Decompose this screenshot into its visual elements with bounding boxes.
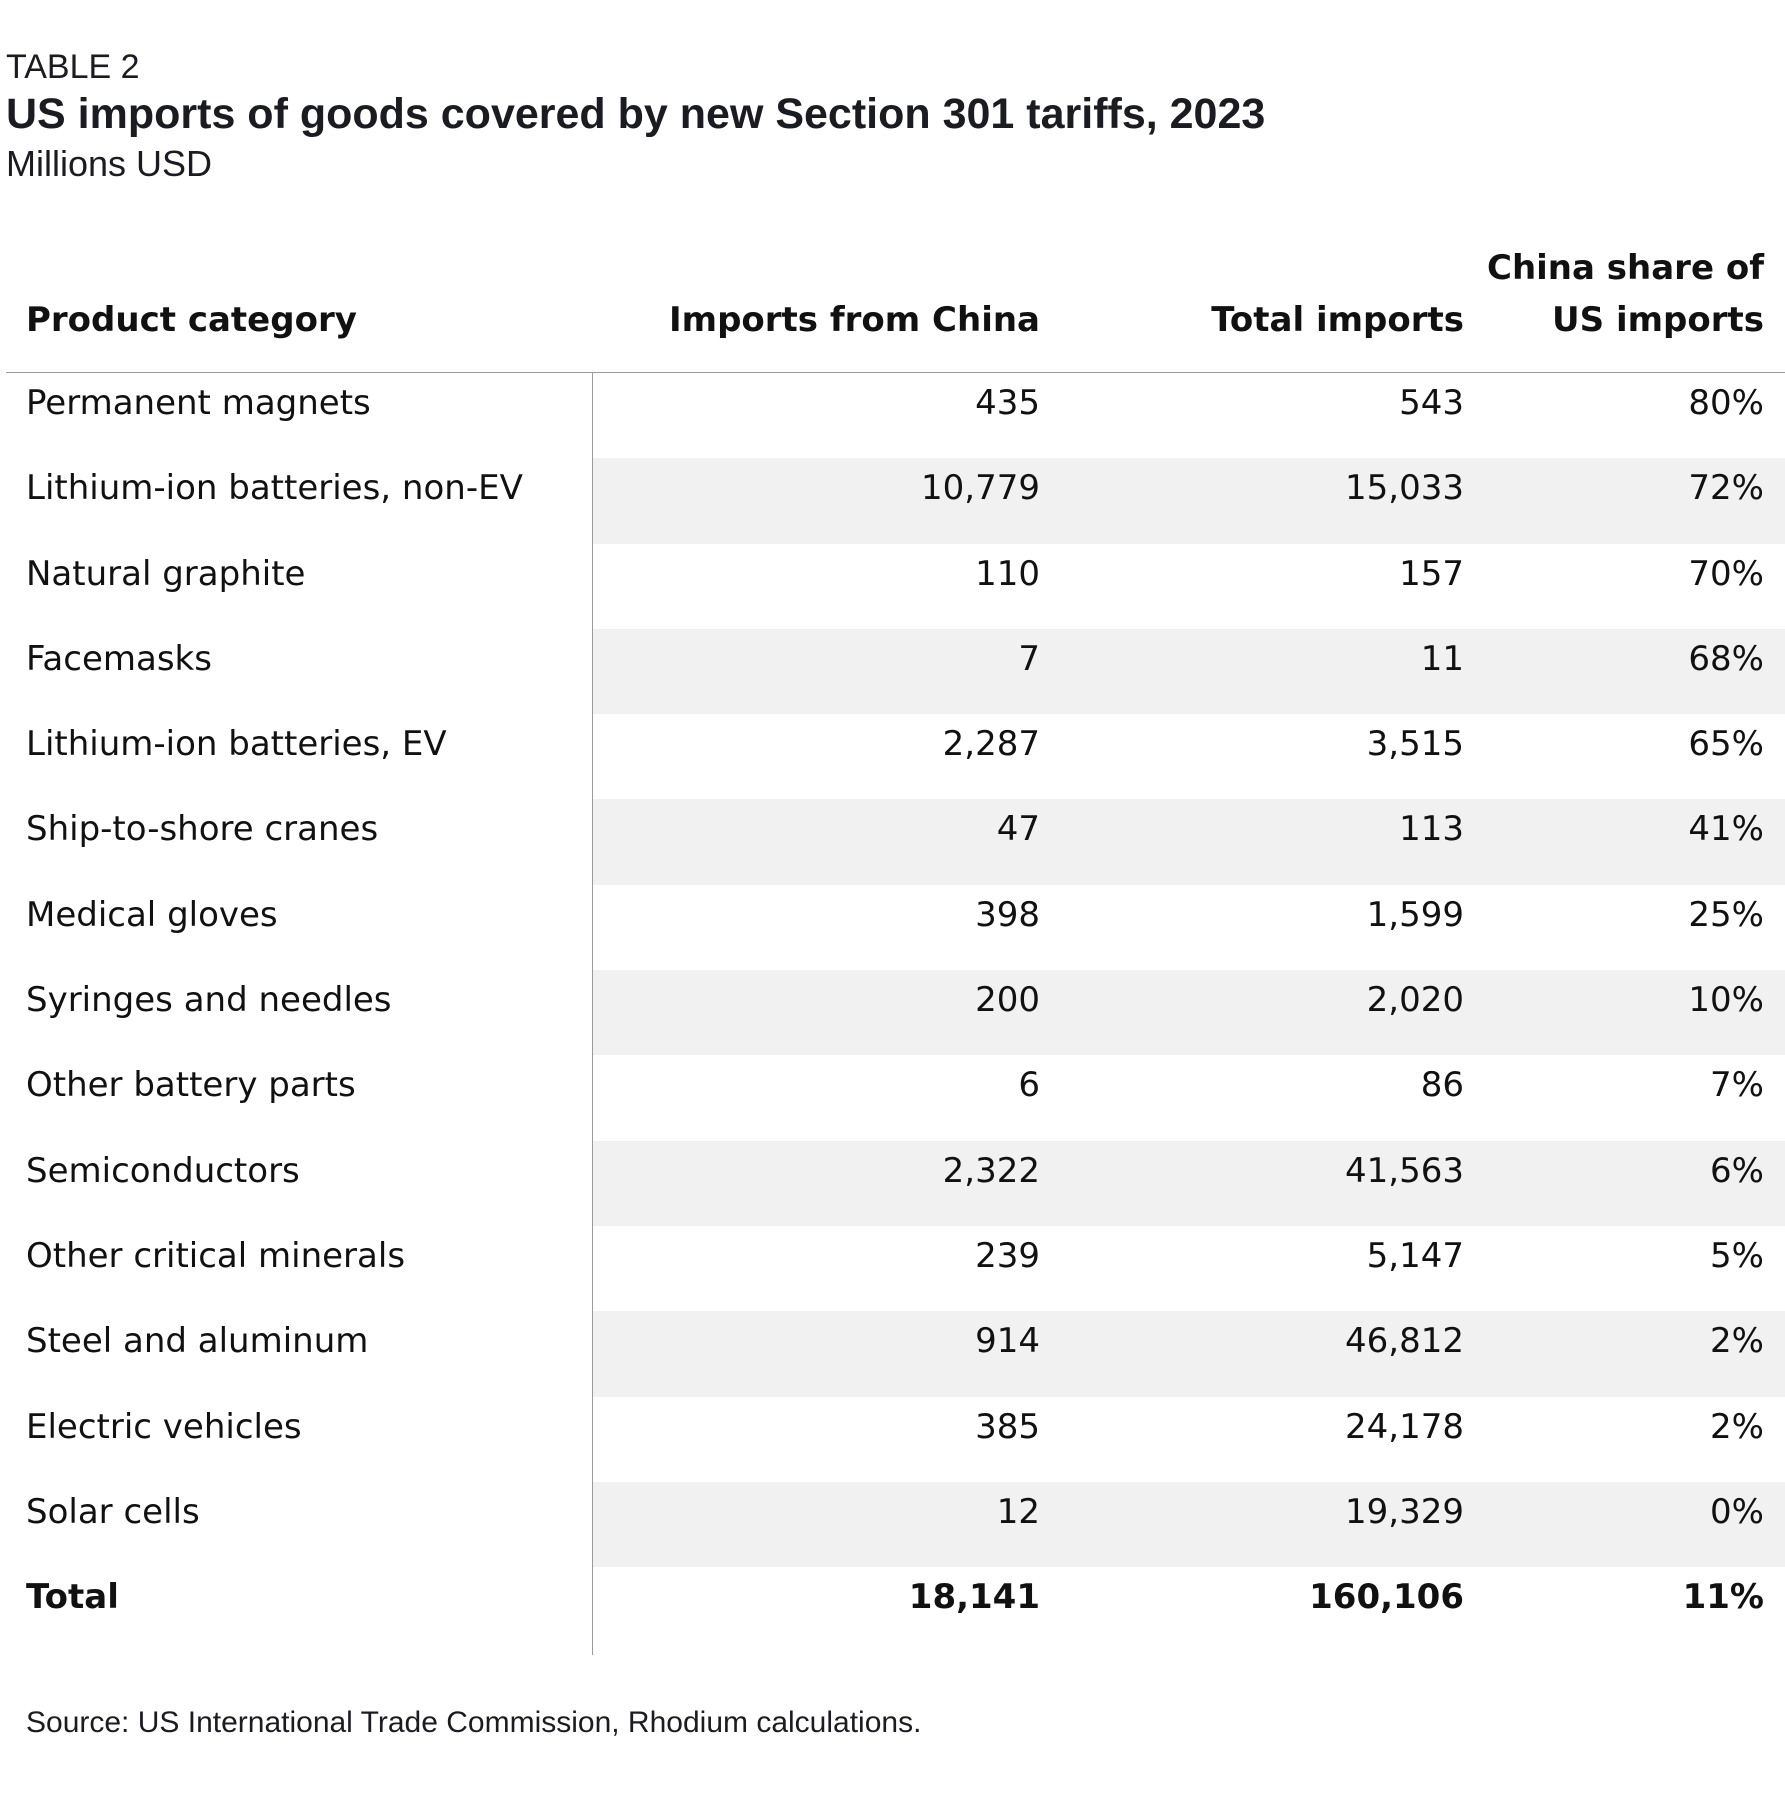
table-row: Permanent magnets 435 543 80% [6, 373, 1785, 458]
cell-product-category: Semiconductors [26, 1150, 300, 1191]
cell-china-share: 25% [1688, 894, 1764, 935]
column-divider [592, 372, 593, 1655]
row-shading [592, 970, 1785, 1056]
cell-china-share: 11% [1682, 1577, 1764, 1618]
cell-imports-from-china: 385 [975, 1406, 1040, 1447]
data-table: Product category Imports from China Tota… [6, 236, 1785, 1655]
row-shading [592, 1140, 1785, 1226]
source-note: Source: US International Trade Commissio… [26, 1706, 922, 1739]
cell-imports-from-china: 398 [975, 894, 1040, 935]
cell-product-category: Lithium-ion batteries, EV [26, 724, 447, 765]
column-header-total-imports: Total imports [1211, 300, 1464, 340]
cell-imports-from-china: 7 [1018, 638, 1040, 679]
cell-china-share: 72% [1688, 468, 1764, 509]
cell-total-imports: 157 [1399, 553, 1464, 594]
cell-imports-from-china: 47 [996, 809, 1040, 850]
cell-imports-from-china: 200 [975, 980, 1040, 1021]
cell-china-share: 10% [1688, 980, 1764, 1021]
cell-china-share: 5% [1710, 1235, 1764, 1276]
table-body: Permanent magnets 435 543 80% Lithium-ion ba… [6, 373, 1785, 1652]
cell-total-imports: 3,515 [1366, 724, 1464, 765]
cell-imports-from-china: 435 [975, 383, 1040, 423]
table-row: Semiconductors 2,322 41,563 6% [6, 1140, 1785, 1226]
column-header-imports-from-china: Imports from China [668, 300, 1040, 340]
cell-product-category: Total [26, 1577, 119, 1618]
table-row: Other battery parts 6 86 7% [6, 1055, 1785, 1140]
cell-china-share: 0% [1710, 1491, 1764, 1532]
table-row: Medical gloves 398 1,599 25% [6, 885, 1785, 970]
column-header-china-share-line2: US imports [1552, 300, 1764, 340]
row-shading [592, 799, 1785, 885]
table-row: Syringes and needles 200 2,020 10% [6, 970, 1785, 1056]
cell-china-share: 2% [1710, 1406, 1764, 1447]
table-header: Product category Imports from China Tota… [6, 236, 1785, 373]
table-row: Other critical minerals 239 5,147 5% [6, 1226, 1785, 1311]
cell-product-category: Electric vehicles [26, 1406, 302, 1447]
table-row: Electric vehicles 385 24,178 2% [6, 1397, 1785, 1482]
cell-total-imports: 160,106 [1309, 1577, 1464, 1618]
cell-product-category: Ship-to-shore cranes [26, 809, 379, 850]
cell-total-imports: 543 [1399, 383, 1464, 423]
table-total-row: Total 18,141 160,106 11% [6, 1567, 1785, 1652]
cell-imports-from-china: 2,287 [942, 724, 1040, 765]
cell-imports-from-china: 2,322 [942, 1150, 1040, 1191]
cell-total-imports: 19,329 [1345, 1491, 1464, 1532]
cell-imports-from-china: 10,779 [921, 468, 1040, 509]
cell-imports-from-china: 239 [975, 1235, 1040, 1276]
cell-imports-from-china: 110 [975, 553, 1040, 594]
row-shading [592, 628, 1785, 715]
cell-china-share: 70% [1688, 553, 1764, 594]
table-row: Lithium-ion batteries, EV 2,287 3,515 65% [6, 714, 1785, 799]
cell-product-category: Natural graphite [26, 553, 306, 594]
column-header-china-share: China share of US imports [1444, 242, 1764, 346]
table-row: Natural graphite 110 157 70% [6, 544, 1785, 629]
cell-product-category: Medical gloves [26, 894, 278, 935]
cell-china-share: 65% [1688, 724, 1764, 765]
cell-product-category: Lithium-ion batteries, non-EV [26, 468, 523, 509]
cell-product-category: Permanent magnets [26, 383, 371, 423]
cell-imports-from-china: 6 [1018, 1065, 1040, 1106]
cell-total-imports: 2,020 [1366, 980, 1464, 1021]
table-row: Lithium-ion batteries, non-EV 10,779 15,03… [6, 458, 1785, 544]
cell-china-share: 41% [1688, 809, 1764, 850]
cell-total-imports: 46,812 [1345, 1321, 1464, 1362]
cell-total-imports: 1,599 [1366, 894, 1464, 935]
cell-china-share: 6% [1710, 1150, 1764, 1191]
table-row: Ship-to-shore cranes 47 113 41% [6, 799, 1785, 885]
table-row: Solar cells 12 19,329 0% [6, 1481, 1785, 1568]
row-shading [592, 458, 1785, 544]
cell-china-share: 7% [1710, 1065, 1764, 1106]
table-row: Facemasks 7 11 68% [6, 628, 1785, 715]
cell-product-category: Other battery parts [26, 1065, 356, 1106]
cell-product-category: Steel and aluminum [26, 1321, 369, 1362]
cell-china-share: 2% [1710, 1321, 1764, 1362]
cell-total-imports: 41,563 [1345, 1150, 1464, 1191]
column-header-product-category: Product category [26, 300, 357, 340]
table-number-label: TABLE 2 [6, 48, 140, 86]
column-header-china-share-line1: China share of [1487, 248, 1764, 288]
cell-product-category: Facemasks [26, 638, 212, 679]
cell-total-imports: 113 [1399, 809, 1464, 850]
cell-total-imports: 11 [1420, 638, 1464, 679]
cell-product-category: Other critical minerals [26, 1235, 406, 1276]
cell-china-share: 80% [1688, 383, 1764, 423]
page-subtitle: Millions USD [6, 143, 213, 184]
cell-product-category: Syringes and needles [26, 980, 392, 1021]
cell-imports-from-china: 914 [975, 1321, 1040, 1362]
cell-china-share: 68% [1688, 638, 1764, 679]
row-shading [592, 1481, 1785, 1568]
cell-total-imports: 86 [1420, 1065, 1464, 1106]
cell-total-imports: 5,147 [1366, 1235, 1464, 1276]
page-title: US imports of goods covered by new Secti… [6, 90, 1266, 138]
row-shading [592, 1311, 1785, 1397]
table-row: Steel and aluminum 914 46,812 2% [6, 1311, 1785, 1397]
cell-product-category: Solar cells [26, 1491, 200, 1532]
cell-total-imports: 15,033 [1345, 468, 1464, 509]
cell-imports-from-china: 18,141 [908, 1577, 1040, 1618]
cell-imports-from-china: 12 [996, 1491, 1040, 1532]
cell-total-imports: 24,178 [1345, 1406, 1464, 1447]
